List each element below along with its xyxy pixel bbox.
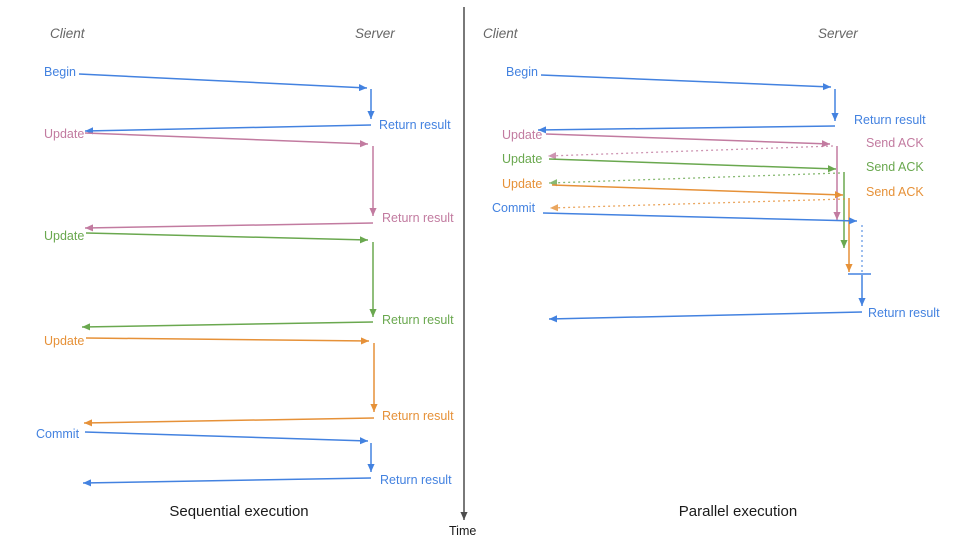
par-update2-request-arrow: [548, 158, 837, 173]
par-update2-label: Update: [502, 152, 542, 166]
par-begin-return-label: Return result: [854, 113, 926, 127]
seq-caption: Sequential execution: [169, 503, 308, 520]
par-update2-ack-label: Send ACK: [866, 160, 924, 174]
par-commit-return-arrow: [548, 311, 863, 323]
par-caption: Parallel execution: [679, 503, 797, 520]
seq-commit-return-label: Return result: [380, 473, 452, 487]
seq-begin-return-label: Return result: [379, 118, 451, 132]
diagram-labels-layer: Client Server Begin Return result Update Retu…: [36, 26, 940, 538]
seq-client-header: Client: [50, 26, 86, 41]
par-commit-return-label: Return result: [868, 306, 940, 320]
par-begin-request-arrow: [540, 74, 832, 91]
seq-update3-return-arrow: [83, 417, 375, 427]
time-axis-label: Time: [449, 524, 476, 538]
seq-commit-request-arrow: [84, 431, 369, 445]
par-server-header: Server: [818, 26, 858, 41]
seq-update2-label: Update: [44, 229, 84, 243]
seq-commit-return-arrow: [82, 477, 372, 487]
par-update3-ack-label: Send ACK: [866, 185, 924, 199]
par-update1-ack-arrow: [547, 145, 834, 160]
par-begin-return-arrow: [537, 125, 836, 134]
par-commit-request-arrow: [542, 212, 858, 225]
seq-begin-request-arrow: [78, 73, 368, 92]
seq-begin-label: Begin: [44, 65, 76, 79]
par-update3-ack-arrow: [549, 198, 846, 212]
seq-update2-request-arrow: [85, 232, 369, 244]
par-commit-label: Commit: [492, 201, 536, 215]
par-update1-request-arrow: [545, 133, 831, 148]
seq-update1-label: Update: [44, 127, 84, 141]
seq-server-header: Server: [355, 26, 395, 41]
par-begin-label: Begin: [506, 65, 538, 79]
seq-update3-request-arrow: [85, 337, 370, 345]
par-update1-label: Update: [502, 128, 542, 142]
seq-update1-return-arrow: [84, 222, 374, 232]
seq-update1-request-arrow: [84, 132, 369, 148]
seq-update3-return-label: Return result: [382, 409, 454, 423]
par-client-header: Client: [483, 26, 519, 41]
par-update2-ack-arrow: [548, 172, 841, 187]
par-update3-request-arrow: [551, 184, 844, 199]
par-update3-label: Update: [502, 177, 542, 191]
seq-update1-return-label: Return result: [382, 211, 454, 225]
seq-begin-return-arrow: [84, 124, 372, 135]
seq-commit-label: Commit: [36, 427, 80, 441]
par-update1-ack-label: Send ACK: [866, 136, 924, 150]
diagram-lines-layer: [78, 7, 871, 520]
seq-update2-return-label: Return result: [382, 313, 454, 327]
seq-update3-label: Update: [44, 334, 84, 348]
seq-update2-return-arrow: [81, 321, 374, 331]
